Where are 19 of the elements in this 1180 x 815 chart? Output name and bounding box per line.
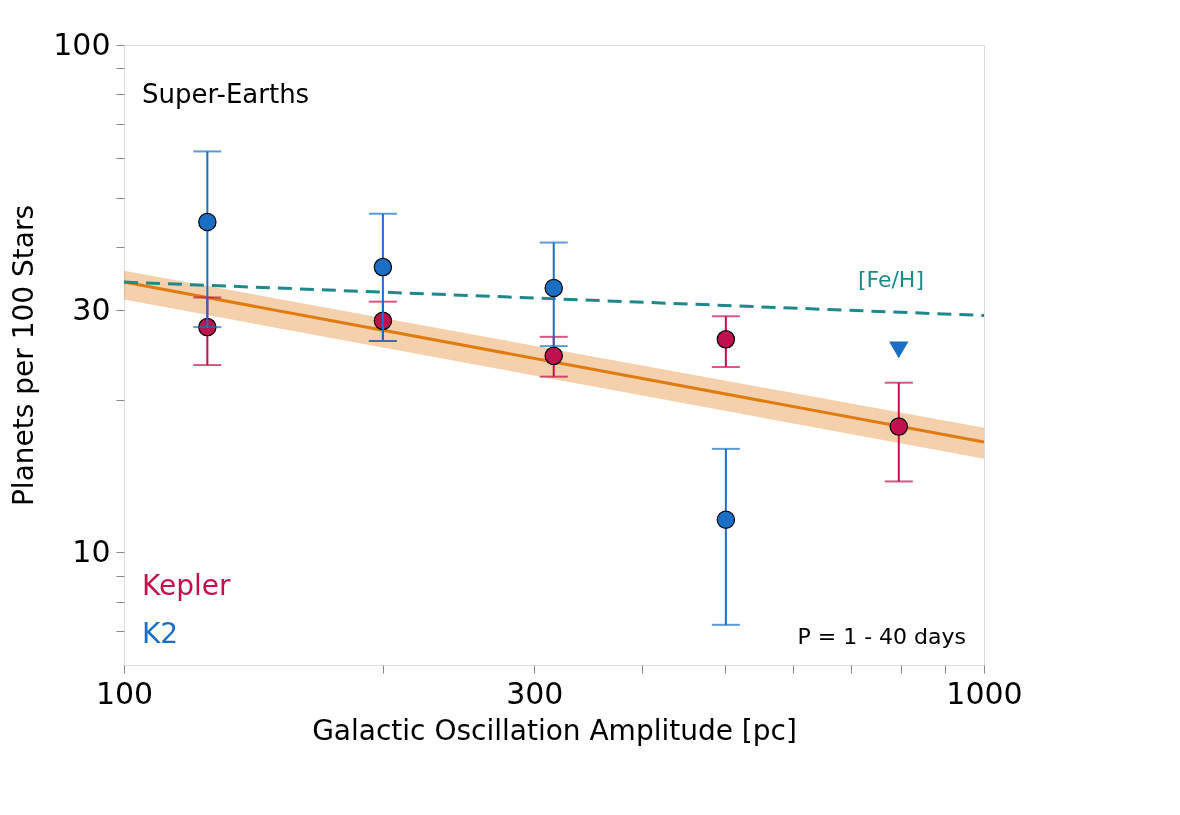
point: [716, 330, 736, 349]
point: [716, 510, 736, 529]
series-label: [Fe/H]: [857, 266, 924, 292]
y-tick-label: 30: [72, 291, 111, 327]
point: [198, 212, 217, 232]
point: [544, 346, 563, 366]
annotation: P = 1 - 40 days: [797, 624, 966, 649]
text: Kepler: [142, 569, 231, 602]
annotation: Super-Earths: [142, 79, 310, 109]
x-tick-label: 300: [506, 675, 564, 711]
x-axis-title: Galactic Oscillation Amplitude [pc]: [312, 713, 797, 747]
point: [889, 417, 909, 436]
x-tick-label: 100: [95, 675, 154, 711]
text: K2: [142, 617, 179, 650]
y-axis-title: Planets per 100 Stars: [7, 204, 41, 507]
y-tick-label: 100: [53, 26, 111, 62]
x-tick-label: 1000: [946, 675, 1023, 711]
point: [544, 278, 563, 298]
y-tick-label: 10: [72, 533, 111, 569]
